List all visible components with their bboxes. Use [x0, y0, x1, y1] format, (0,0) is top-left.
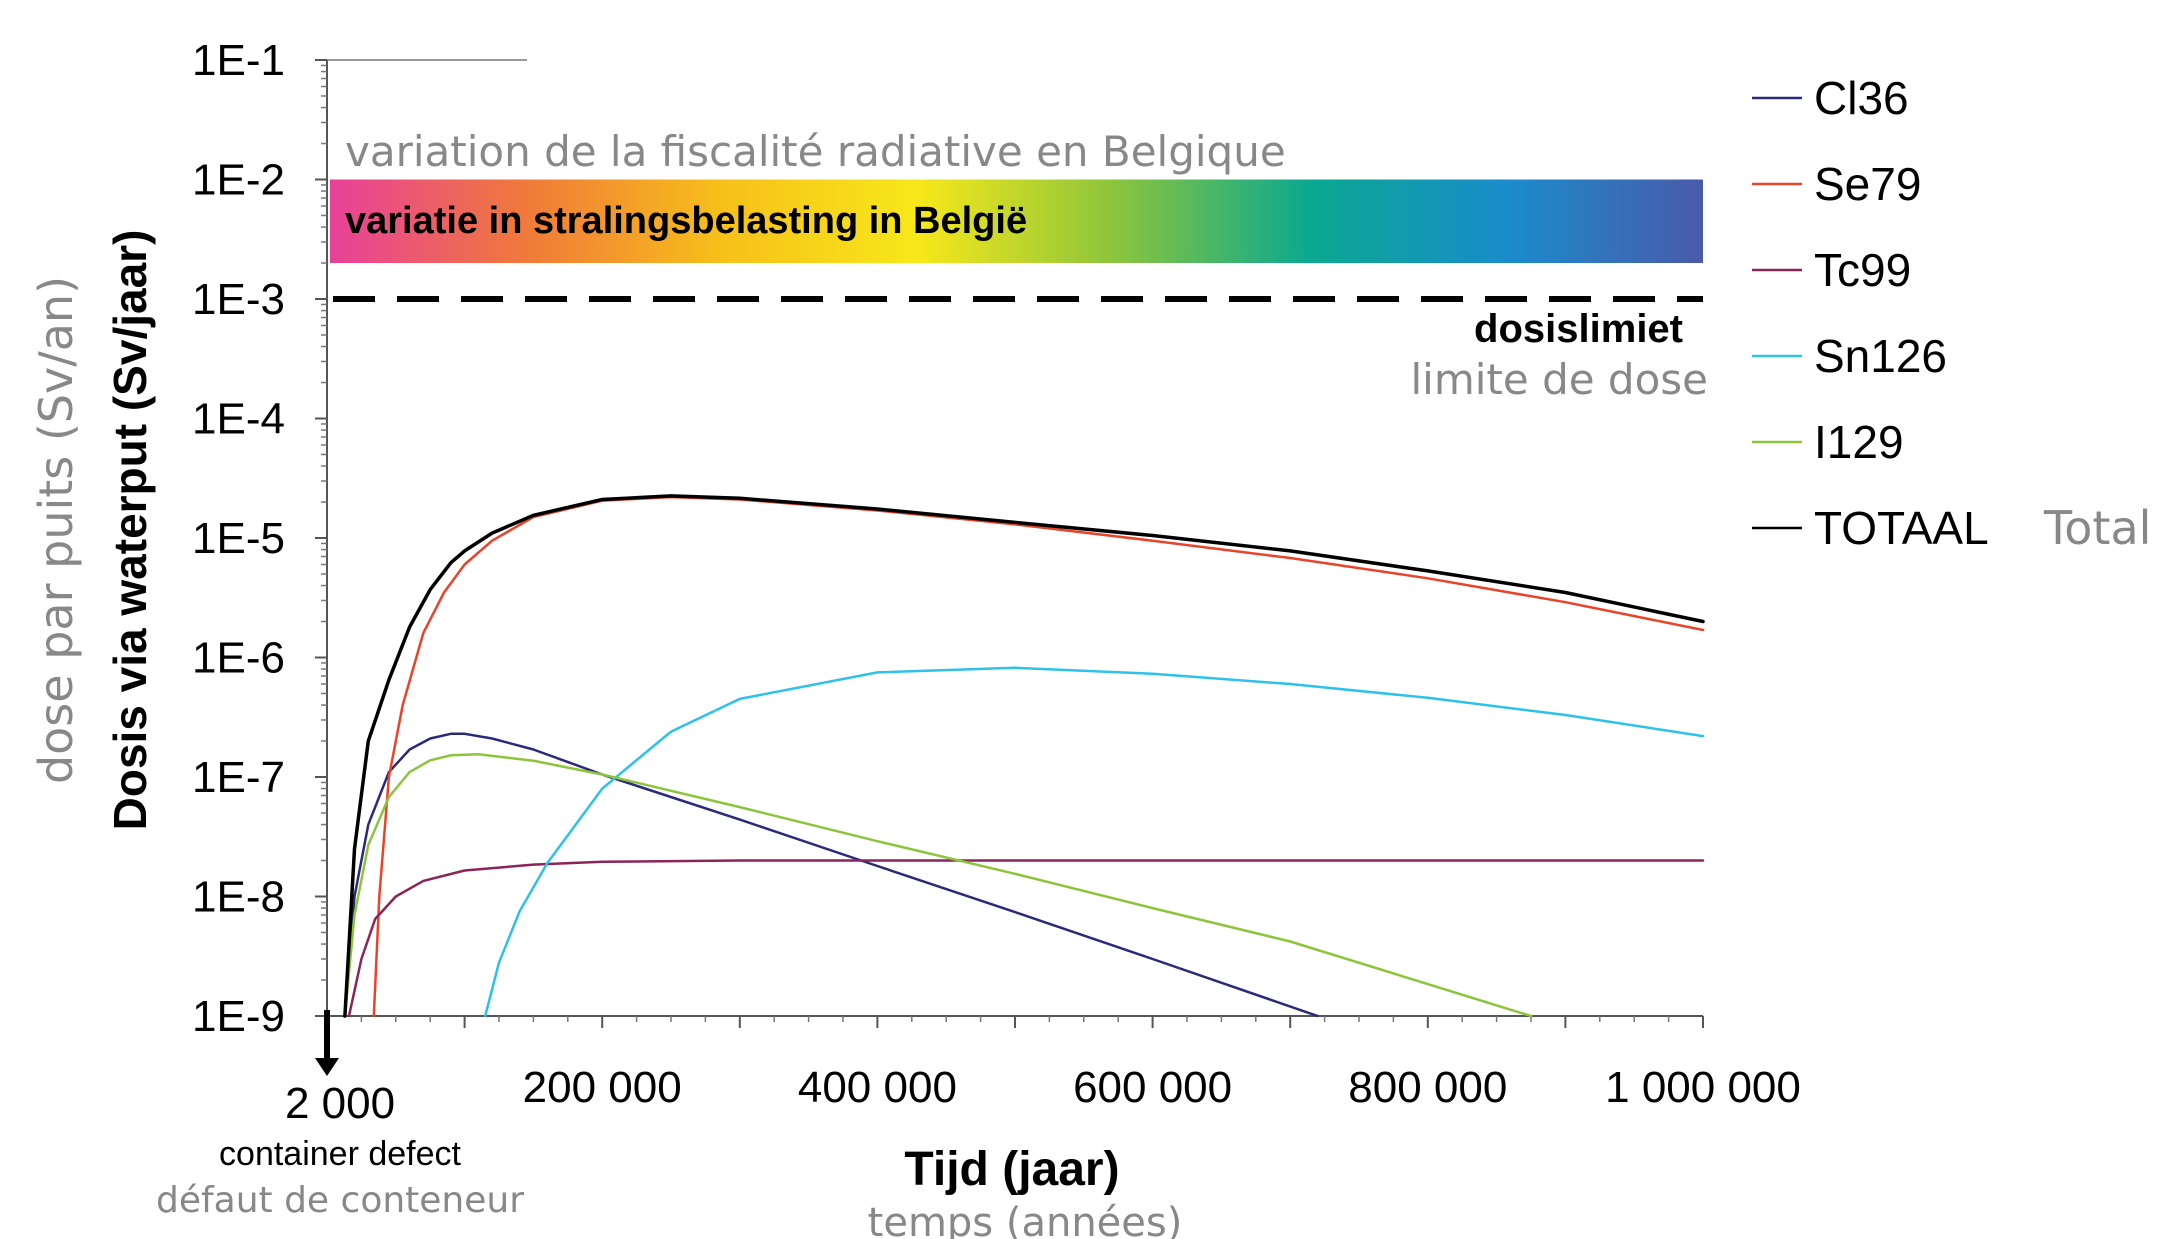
defect-label-fr: défaut de conteneur [156, 1180, 524, 1221]
x-tick-label: 2 000 [285, 1079, 395, 1128]
y-tick-label: 1E-1 [192, 36, 285, 85]
legend-label-sn126: Sn126 [1814, 330, 1947, 382]
legend-label-se79: Se79 [1814, 158, 1921, 210]
band-label-nl: variatie in stralingsbelasting in België [345, 200, 1027, 242]
y-tick-label: 1E-5 [192, 514, 285, 563]
legend-label-total-fr: Total [2043, 501, 2151, 555]
y-tick-label: 1E-6 [192, 634, 285, 683]
y-tick-label: 1E-3 [192, 275, 285, 324]
series-line-tc99 [347, 859, 1705, 1018]
x-axis-title: Tijd (jaar) [904, 1143, 1119, 1196]
y-tick-label: 1E-4 [192, 395, 285, 444]
x-tick-label: 400 000 [798, 1063, 957, 1112]
legend-label-tc99: Tc99 [1814, 244, 1911, 296]
y-tick-label: 1E-7 [192, 753, 285, 802]
y-tick-label: 1E-2 [192, 156, 285, 205]
dose-limit-label-nl: dosislimiet [1474, 307, 1683, 351]
y-tick-label: 1E-9 [192, 992, 285, 1041]
legend-label-totaal: TOTAAL [1814, 502, 1989, 554]
y-axis-title-fr: dose par puits (Sv/an) [29, 276, 83, 784]
x-tick-label: 600 000 [1073, 1063, 1232, 1112]
defect-arrow-head [315, 1058, 339, 1076]
x-tick-label: 800 000 [1348, 1063, 1507, 1112]
defect-label-nl: container defect [219, 1135, 461, 1173]
legend-label-cl36: Cl36 [1814, 72, 1909, 124]
series-line-totaal [343, 494, 1705, 1018]
series-line-se79 [372, 495, 1705, 1018]
dose-limit-label-fr: limite de dose [1410, 355, 1708, 404]
x-axis-title-fr: temps (années) [868, 1200, 1183, 1239]
series-line-i129 [343, 753, 1533, 1018]
series-line-sn126 [483, 666, 1705, 1018]
x-tick-label: 1 000 000 [1605, 1063, 1801, 1112]
y-axis-title: Dosis via waterput (Sv/jaar) [104, 230, 156, 831]
legend-label-i129: I129 [1814, 416, 1904, 468]
series-line-cl36 [343, 732, 1319, 1018]
band-label-fr: variation de la fiscalité radiative en B… [345, 127, 1286, 176]
x-tick-label: 200 000 [523, 1063, 682, 1112]
radiation-band [330, 179, 1703, 264]
y-tick-label: 1E-8 [192, 873, 285, 922]
